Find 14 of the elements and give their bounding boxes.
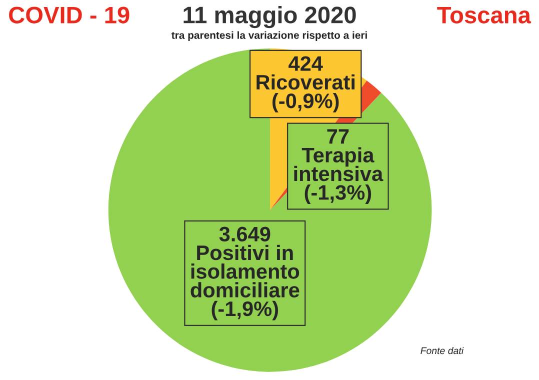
source-note: Fonte dati: [420, 346, 464, 354]
text: (-1,9%): [212, 300, 278, 320]
data-label: 424: [288, 56, 323, 71]
slice-label: Positivi in isolamento domiciliare: [190, 244, 300, 298]
text: (-0,9%): [272, 92, 339, 112]
text: (-1,3%): [304, 184, 372, 204]
data-label: 77: [327, 129, 349, 144]
data-label: 3.649: [219, 226, 270, 242]
text: COVID - 19: [9, 6, 130, 24]
slice-label: Ricoverati: [256, 74, 355, 90]
chart-subtitle: tra parentesi la variazione rispetto a ieri: [172, 31, 367, 41]
slice-label: Terapia intensiva: [294, 147, 384, 182]
chart-title: 11 maggio 2020: [184, 6, 356, 28]
text: Toscana: [437, 6, 532, 24]
